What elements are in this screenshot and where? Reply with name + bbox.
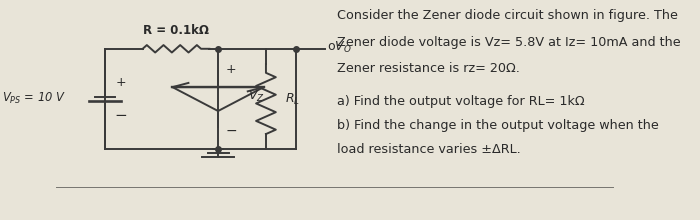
Text: +: + (225, 63, 236, 76)
Text: a) Find the output voltage for RL= 1kΩ: a) Find the output voltage for RL= 1kΩ (337, 95, 584, 108)
Text: +: + (116, 76, 127, 89)
Text: Consider the Zener diode circuit shown in figure. The: Consider the Zener diode circuit shown i… (337, 9, 678, 22)
Text: $R_L$: $R_L$ (284, 92, 300, 107)
Text: −: − (225, 124, 237, 138)
Text: Zener diode voltage is Vz= 5.8V at Iz= 10mA and the: Zener diode voltage is Vz= 5.8V at Iz= 1… (337, 36, 680, 49)
Text: o$V_O$: o$V_O$ (327, 40, 351, 55)
Text: $V_{PS}$ = 10 V: $V_{PS}$ = 10 V (2, 90, 66, 106)
Text: R = 0.1kΩ: R = 0.1kΩ (143, 24, 209, 37)
Text: b) Find the change in the output voltage when the: b) Find the change in the output voltage… (337, 119, 659, 132)
Text: load resistance varies ±ΔRL.: load resistance varies ±ΔRL. (337, 143, 521, 156)
Text: −: − (115, 108, 127, 123)
Text: $V_Z$: $V_Z$ (248, 89, 265, 104)
Text: Zener resistance is rz= 20Ω.: Zener resistance is rz= 20Ω. (337, 62, 520, 75)
